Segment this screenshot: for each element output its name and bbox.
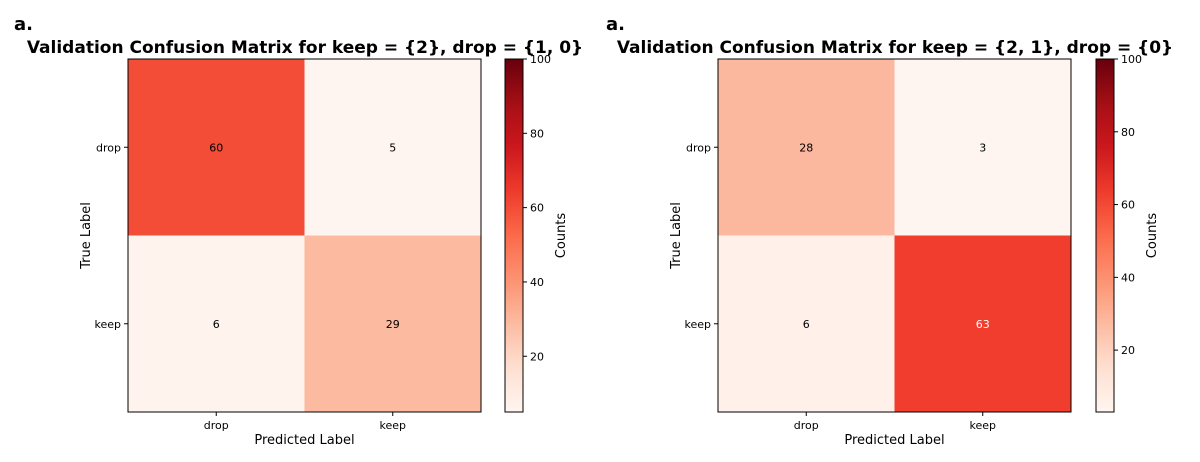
cell-value: 6: [803, 318, 810, 331]
heatmap-cell: [718, 59, 895, 236]
heatmap-frame: [717, 58, 1072, 413]
panel-label: a.: [606, 14, 625, 35]
heatmap-cell: [894, 235, 1071, 412]
x-tick-label: drop: [204, 419, 229, 432]
x-tick-label: keep: [380, 419, 407, 432]
cell-value: 60: [209, 141, 223, 154]
y-axis-label: True Label: [669, 202, 684, 270]
colorbar-tick-label: 20: [1121, 344, 1135, 357]
colorbar-tick-label: 40: [530, 276, 544, 289]
colorbar-tick-label: 100: [530, 53, 551, 66]
y-tick-label: drop: [96, 141, 121, 154]
cell-value: 63: [976, 318, 990, 331]
x-axis-label: Predicted Label: [254, 433, 354, 448]
chart-title: Validation Confusion Matrix for keep = {…: [617, 38, 1173, 58]
colorbar-tick-label: 20: [530, 350, 544, 363]
y-axis-label: True Label: [79, 202, 94, 270]
y-tick-label: keep: [685, 318, 712, 331]
confusion-matrix-1: a. Validation Confusion Matrix for keep =…: [14, 14, 583, 448]
cell-value: 3: [979, 141, 986, 154]
chart-title: Validation Confusion Matrix for keep = {…: [27, 38, 583, 58]
heatmap-cell: [304, 59, 481, 236]
confusion-matrix-2: a. Validation Confusion Matrix for keep =…: [606, 14, 1173, 448]
heatmap-cell: [128, 59, 305, 236]
colorbar-tick-label: 60: [530, 202, 544, 215]
colorbar-tick-label: 80: [1121, 126, 1135, 139]
x-axis-label: Predicted Label: [844, 433, 944, 448]
heatmap-cell: [128, 235, 305, 412]
x-tick-label: drop: [794, 419, 819, 432]
heatmap-frame: [127, 58, 482, 413]
colorbar: [1095, 58, 1115, 413]
colorbar-label: Counts: [554, 213, 569, 259]
heatmap-cell: [304, 235, 481, 412]
colorbar-tick-label: 100: [1121, 53, 1142, 66]
colorbar-tick-label: 80: [530, 127, 544, 140]
heatmap-cell: [718, 235, 895, 412]
cell-value: 29: [386, 318, 400, 331]
cell-value: 5: [389, 141, 396, 154]
y-tick-label: drop: [686, 141, 711, 154]
cell-value: 6: [213, 318, 220, 331]
colorbar: [504, 58, 524, 413]
heatmap-cell: [894, 59, 1071, 236]
panel-label: a.: [14, 14, 33, 35]
colorbar-label: Counts: [1145, 213, 1160, 259]
colorbar-tick-label: 60: [1121, 199, 1135, 212]
x-tick-label: keep: [970, 419, 997, 432]
colorbar-tick-label: 40: [1121, 271, 1135, 284]
y-tick-label: keep: [95, 318, 122, 331]
cell-value: 28: [799, 141, 813, 154]
